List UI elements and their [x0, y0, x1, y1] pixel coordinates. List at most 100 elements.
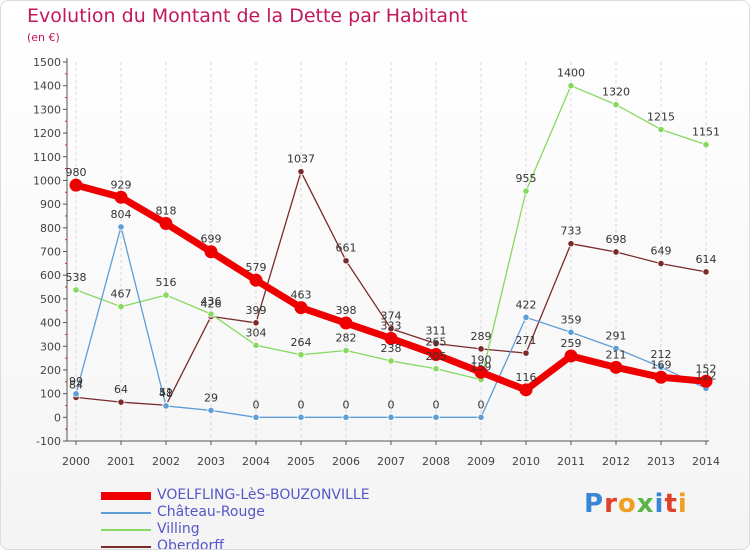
y-tick-label: 300: [40, 340, 61, 353]
data-point: [609, 360, 623, 374]
data-point: [429, 348, 443, 362]
logo-letter: t: [664, 489, 678, 519]
data-point: [162, 402, 170, 410]
data-label: 51: [159, 386, 173, 399]
data-point: [252, 319, 260, 327]
data-point: [204, 245, 218, 259]
legend-swatch: [101, 529, 151, 531]
data-point: [69, 178, 83, 192]
data-label: 211: [606, 348, 627, 361]
data-point: [702, 141, 710, 149]
y-tick-label: 1500: [33, 56, 61, 69]
x-tick-label: 2001: [107, 455, 135, 468]
data-point: [612, 344, 620, 352]
data-label: 733: [561, 225, 582, 238]
data-point: [612, 248, 620, 256]
y-tick-label: 700: [40, 246, 61, 259]
logo-letter: i: [654, 489, 665, 519]
y-tick-label: 500: [40, 293, 61, 306]
legend-swatch: [101, 546, 151, 548]
logo-letter: P: [584, 489, 605, 519]
data-label: 190: [471, 353, 492, 366]
data-label: 264: [291, 336, 312, 349]
data-label: 291: [606, 329, 627, 342]
data-point: [159, 217, 173, 231]
data-point: [477, 413, 485, 421]
y-tick-label: 400: [40, 317, 61, 330]
data-label: 538: [66, 271, 87, 284]
data-label: 116: [516, 371, 537, 384]
data-label: 1037: [287, 153, 315, 166]
x-tick-label: 2003: [197, 455, 225, 468]
data-point: [207, 310, 215, 318]
data-point: [297, 168, 305, 176]
data-label: 516: [156, 276, 177, 289]
y-tick-label: 100: [40, 388, 61, 401]
data-label: 0: [388, 398, 395, 411]
data-point: [72, 286, 80, 294]
legend-swatch: [101, 492, 151, 500]
y-tick-label: 1100: [33, 151, 61, 164]
x-tick-label: 2000: [62, 455, 90, 468]
data-label: 579: [246, 261, 267, 274]
logo-letter: x: [636, 489, 655, 519]
y-tick-label: 1300: [33, 103, 61, 116]
y-tick-label: 1400: [33, 80, 61, 93]
data-label: 99: [69, 375, 83, 388]
data-label: 1151: [692, 126, 720, 139]
data-point: [612, 101, 620, 109]
data-point: [567, 82, 575, 90]
y-tick-label: 0: [54, 411, 61, 424]
data-point: [117, 398, 125, 406]
data-label: 398: [336, 304, 357, 317]
data-point: [339, 316, 353, 330]
data-label: 271: [516, 334, 537, 347]
y-tick-label: 200: [40, 364, 61, 377]
data-label: 463: [291, 289, 312, 302]
data-point: [117, 223, 125, 231]
x-tick-label: 2012: [602, 455, 630, 468]
y-tick-label: 1200: [33, 127, 61, 140]
chart-unit: (en €): [27, 31, 60, 44]
data-point: [432, 413, 440, 421]
data-label: 929: [111, 178, 132, 191]
data-label: 29: [204, 391, 218, 404]
x-tick-label: 2002: [152, 455, 180, 468]
data-point: [342, 257, 350, 265]
data-label: 698: [606, 233, 627, 246]
data-label: 661: [336, 242, 357, 255]
data-point: [702, 268, 710, 276]
data-label: 205: [426, 350, 447, 363]
data-label: 1215: [647, 111, 675, 124]
data-point: [564, 349, 578, 363]
data-point: [657, 125, 665, 134]
data-label: 238: [381, 342, 402, 355]
data-label: 0: [298, 398, 305, 411]
data-point: [657, 363, 665, 371]
data-label: 259: [561, 337, 582, 350]
x-tick-label: 2007: [377, 455, 405, 468]
data-point: [387, 413, 395, 421]
data-point: [657, 259, 665, 268]
data-point: [432, 340, 440, 348]
x-tick-label: 2014: [692, 455, 720, 468]
data-label: 282: [336, 332, 357, 345]
legend-label: Château-Rouge: [157, 504, 265, 520]
x-tick-label: 2009: [467, 455, 495, 468]
legend-label: Oberdorff: [157, 538, 224, 550]
data-label: 304: [246, 326, 267, 339]
data-label: 699: [201, 233, 222, 246]
data-label: 614: [696, 253, 717, 266]
data-label: 980: [66, 166, 87, 179]
data-label: 422: [516, 298, 537, 311]
y-tick-label: 800: [40, 222, 61, 235]
data-label: 0: [253, 398, 260, 411]
data-label: 152: [696, 362, 717, 375]
data-point: [162, 291, 170, 299]
data-label: 84: [69, 378, 83, 391]
x-tick-label: 2011: [557, 455, 585, 468]
data-label: 0: [478, 398, 485, 411]
data-point: [72, 390, 80, 398]
